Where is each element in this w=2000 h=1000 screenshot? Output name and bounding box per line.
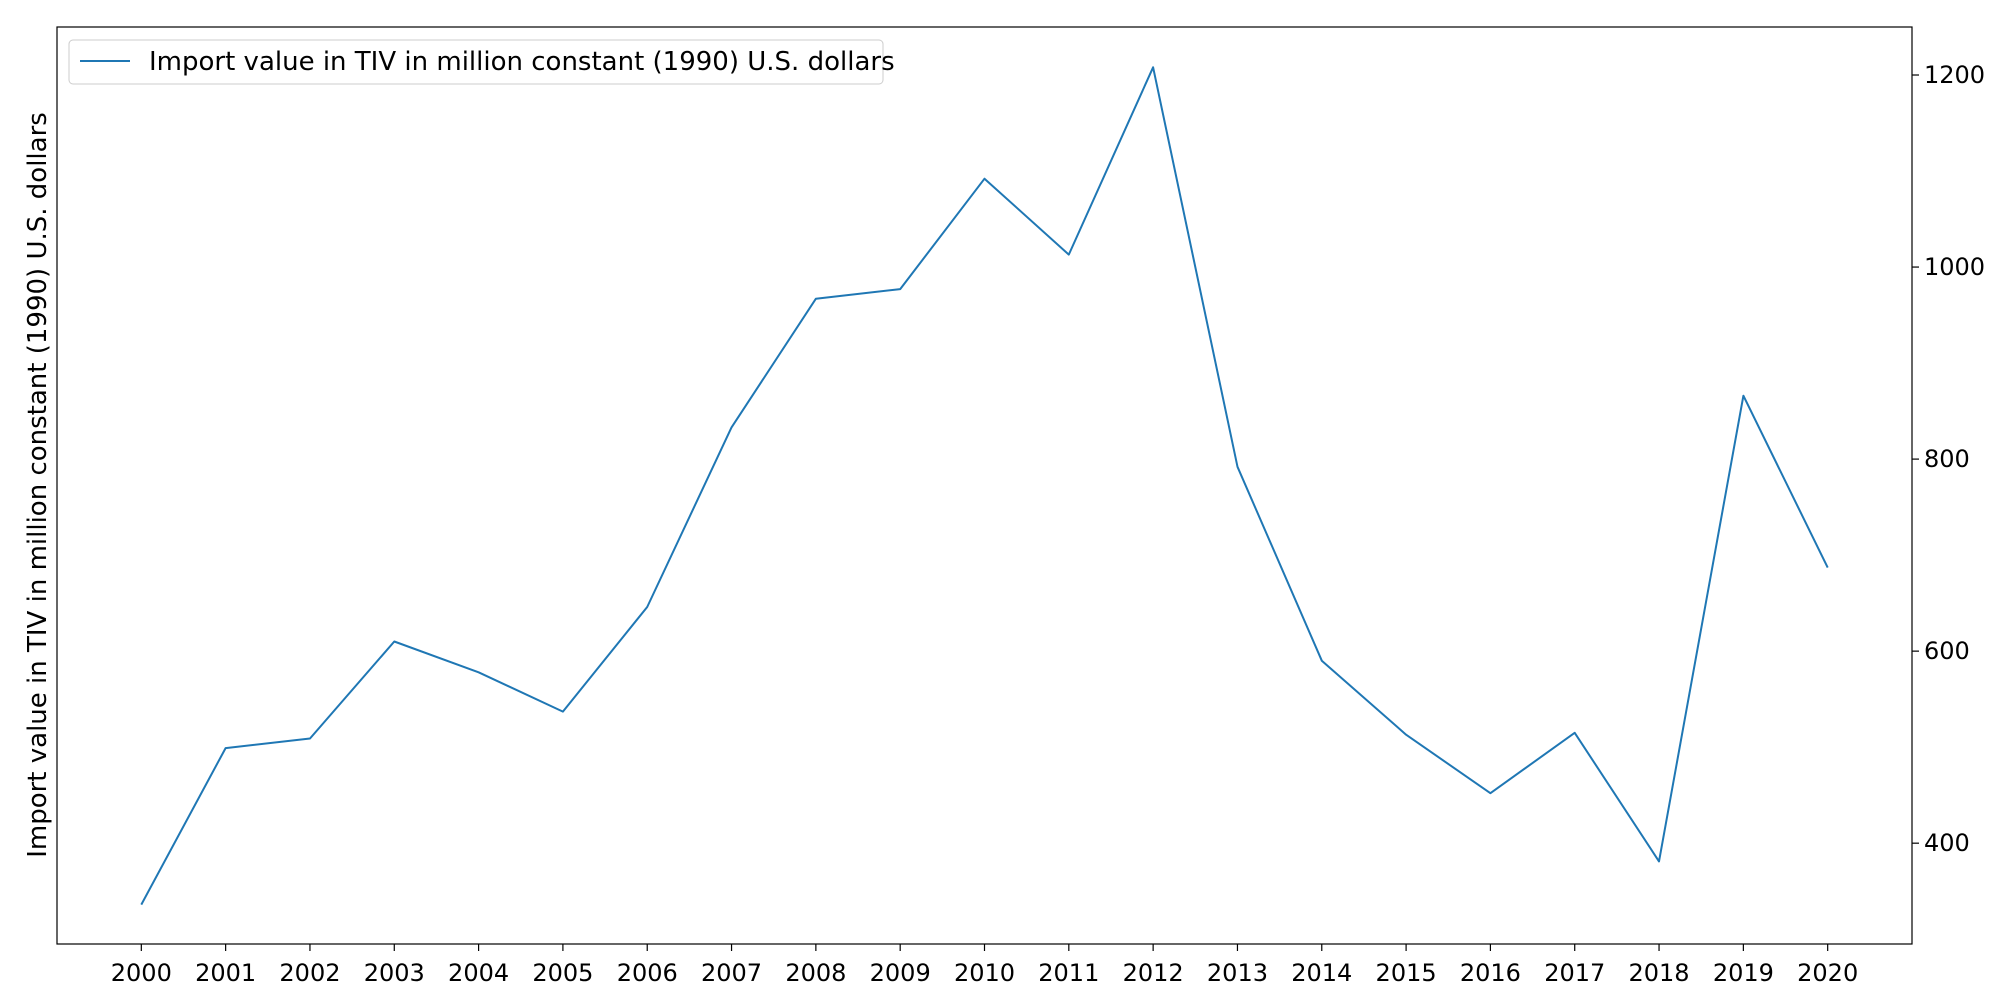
legend-box bbox=[68, 39, 884, 85]
x-tick-label: 2010 bbox=[954, 959, 1015, 987]
x-tick-label: 2018 bbox=[1629, 959, 1690, 987]
x-tick-label: 2002 bbox=[279, 959, 340, 987]
data-point bbox=[1656, 858, 1662, 864]
series-line bbox=[140, 66, 1829, 906]
x-tick-label: 2009 bbox=[870, 959, 931, 987]
data-point bbox=[1066, 252, 1072, 258]
data-point bbox=[813, 296, 819, 302]
x-tick-label: 2020 bbox=[1797, 959, 1858, 987]
y-axis: 400 600 800 1000 1200 bbox=[1912, 61, 1985, 857]
data-point bbox=[476, 669, 482, 675]
x-tick-label: 2006 bbox=[617, 959, 678, 987]
data-point bbox=[1403, 732, 1409, 738]
data-point bbox=[1234, 464, 1240, 470]
legend-label: Import value in TIV in million constant … bbox=[149, 47, 895, 77]
data-point bbox=[729, 424, 735, 430]
x-tick-label: 2019 bbox=[1713, 959, 1774, 987]
y-tick-label: 1000 bbox=[1924, 253, 1985, 281]
x-tick-label: 2008 bbox=[785, 959, 846, 987]
y-tick-label: 1200 bbox=[1924, 61, 1985, 89]
x-tick-label: 2014 bbox=[1291, 959, 1352, 987]
data-point bbox=[1572, 730, 1578, 736]
x-tick-label: 2012 bbox=[1123, 959, 1184, 987]
data-point bbox=[1825, 565, 1831, 571]
data-point bbox=[391, 639, 397, 645]
x-tick-label: 2000 bbox=[111, 959, 172, 987]
x-tick-label: 2013 bbox=[1207, 959, 1268, 987]
y-tick-label: 600 bbox=[1924, 637, 1970, 665]
data-point bbox=[1319, 658, 1325, 664]
x-axis: 2000 2001 2002 2003 2004 2005 2006 2007 2008 2009… bbox=[111, 944, 1858, 987]
data-point bbox=[138, 902, 144, 908]
data-point bbox=[1150, 64, 1156, 70]
x-tick-label: 2005 bbox=[532, 959, 593, 987]
x-tick-label: 2007 bbox=[701, 959, 762, 987]
y-tick-label: 400 bbox=[1924, 829, 1970, 857]
series-layer bbox=[138, 64, 1831, 908]
data-point bbox=[644, 604, 650, 610]
plot-area bbox=[56, 26, 1913, 945]
x-tick-label: 2015 bbox=[1376, 959, 1437, 987]
data-point bbox=[982, 176, 988, 182]
y-axis-label: Import value in TIV in million constant … bbox=[23, 112, 53, 858]
legend: Import value in TIV in million constant … bbox=[68, 39, 895, 85]
x-tick-label: 2001 bbox=[195, 959, 256, 987]
data-point bbox=[1487, 790, 1493, 796]
x-tick-label: 2016 bbox=[1460, 959, 1521, 987]
data-point bbox=[560, 709, 566, 715]
data-point bbox=[897, 286, 903, 292]
data-point bbox=[1740, 393, 1746, 399]
x-tick-label: 2004 bbox=[448, 959, 509, 987]
data-point bbox=[223, 745, 229, 751]
x-tick-label: 2017 bbox=[1544, 959, 1605, 987]
x-tick-label: 2003 bbox=[364, 959, 425, 987]
y-tick-label: 800 bbox=[1924, 445, 1970, 473]
x-tick-label: 2011 bbox=[1038, 959, 1099, 987]
data-point bbox=[307, 736, 313, 742]
